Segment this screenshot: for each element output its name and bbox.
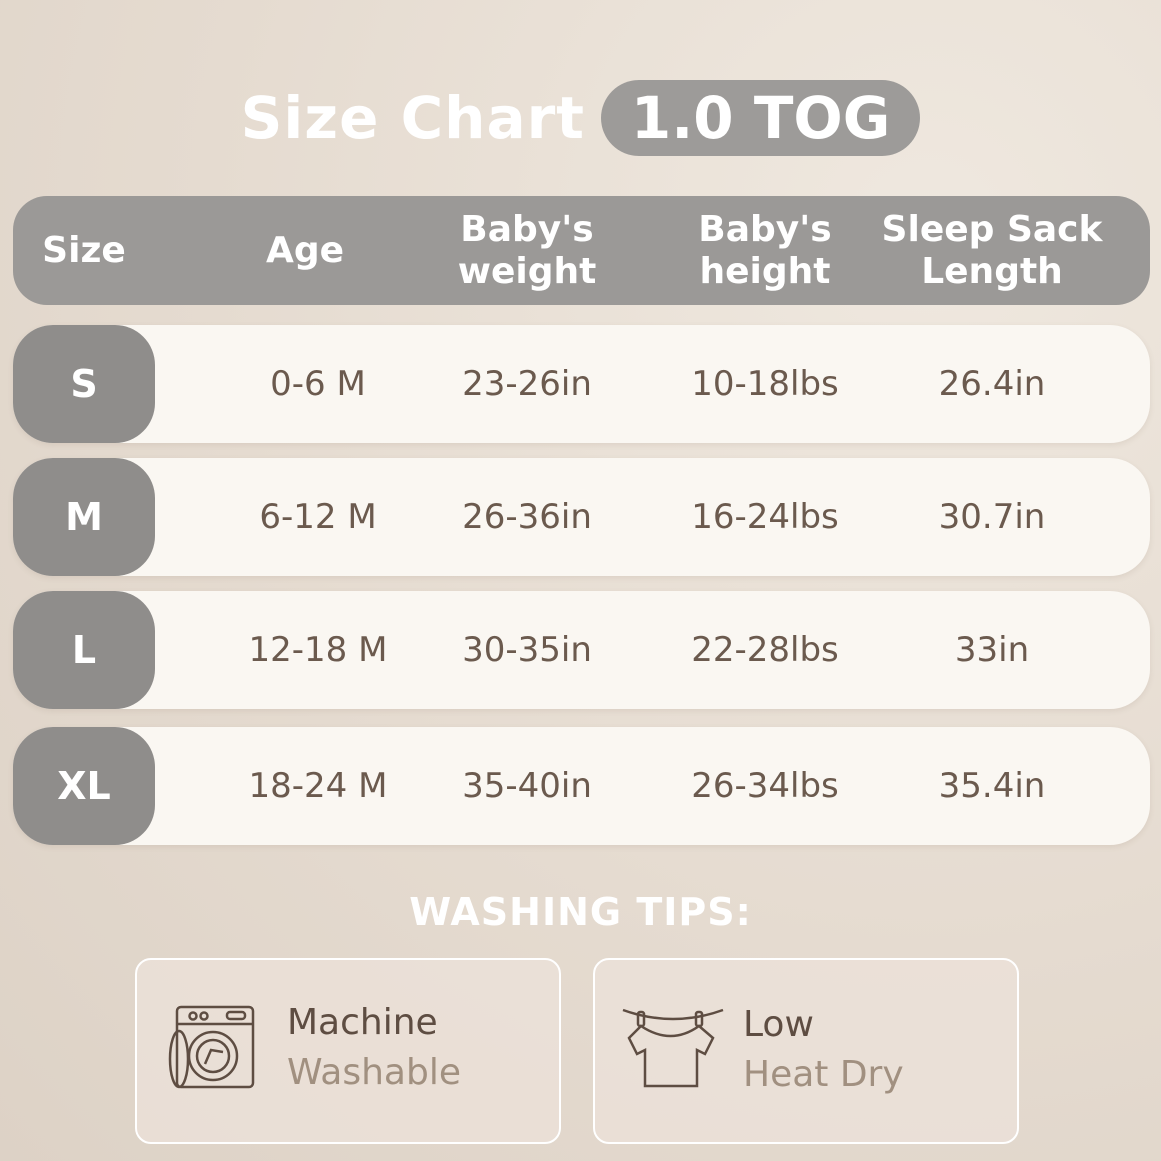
cell-weight: 30-35in xyxy=(462,630,592,670)
cell-age: 6-12 M xyxy=(259,497,377,537)
header-age: Age xyxy=(265,229,345,271)
cell-age: 0-6 M xyxy=(270,364,366,404)
washing-machine-icon xyxy=(168,1005,255,1089)
washing-tips-title: WASHING TIPS: xyxy=(409,890,752,934)
table-header: Size Age Baby's weight Baby's height Sle… xyxy=(13,196,1150,305)
cell-weight: 23-26in xyxy=(462,364,592,404)
tip-card-low-heat-dry: Low Heat Dry xyxy=(593,958,1019,1144)
tog-badge: 1.0 TOG xyxy=(600,80,921,156)
cell-length: 26.4in xyxy=(938,364,1046,404)
cell-age: 12-18 M xyxy=(248,630,388,670)
size-label: L xyxy=(13,591,155,709)
page-title: Size Chart xyxy=(240,84,585,152)
header-size: Size xyxy=(42,229,126,271)
cell-length: 33in xyxy=(954,630,1030,670)
tip-line2: Washable xyxy=(287,1052,461,1093)
cell-length: 30.7in xyxy=(938,497,1046,537)
header-weight: Baby's weight xyxy=(457,208,597,292)
cell-weight: 26-36in xyxy=(462,497,592,537)
tip-line2: Heat Dry xyxy=(743,1054,904,1095)
tip-card-machine-washable: Machine Washable xyxy=(135,958,561,1144)
size-label: S xyxy=(13,325,155,443)
tip-line1: Machine xyxy=(287,1002,438,1043)
cell-length: 35.4in xyxy=(938,766,1046,806)
cell-height: 26-34lbs xyxy=(691,766,839,806)
cell-weight: 35-40in xyxy=(462,766,592,806)
clothesline-shirt-icon xyxy=(622,1008,724,1088)
size-label: M xyxy=(13,458,155,576)
title: Size Chart 1.0 TOG xyxy=(0,80,1161,156)
cell-height: 10-18lbs xyxy=(691,364,839,404)
table-row: L 12-18 M 30-35in 22-28lbs 33in xyxy=(13,591,1150,709)
table-row: M 6-12 M 26-36in 16-24lbs 30.7in xyxy=(13,458,1150,576)
table-row: S 0-6 M 23-26in 10-18lbs 26.4in xyxy=(13,325,1150,443)
cell-height: 16-24lbs xyxy=(691,497,839,537)
table-row: XL 18-24 M 35-40in 26-34lbs 35.4in xyxy=(13,727,1150,845)
header-height: Baby's height xyxy=(698,208,832,292)
tip-line1: Low xyxy=(743,1004,814,1045)
size-label: XL xyxy=(13,727,155,845)
cell-height: 22-28lbs xyxy=(691,630,839,670)
cell-age: 18-24 M xyxy=(248,766,388,806)
header-length: Sleep Sack Length xyxy=(881,208,1103,292)
